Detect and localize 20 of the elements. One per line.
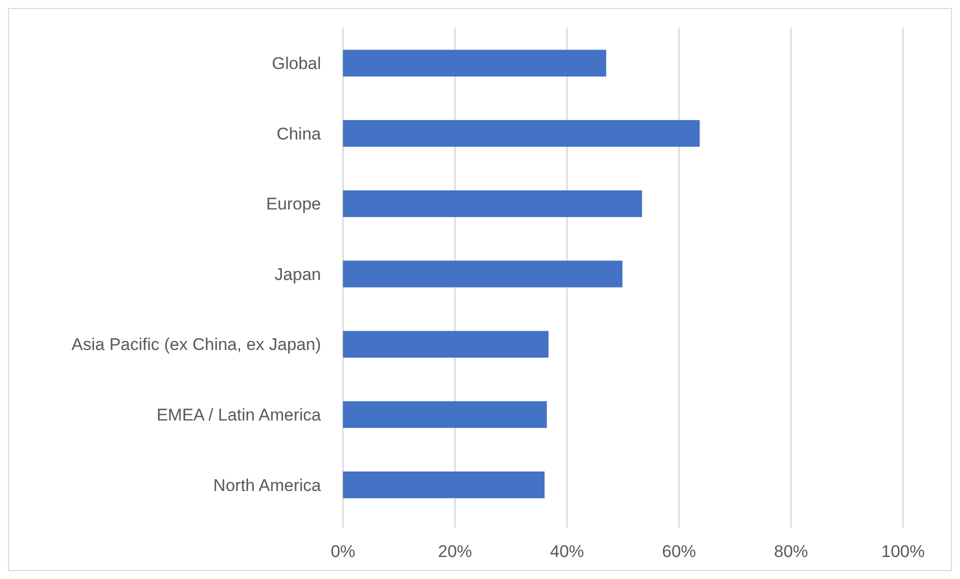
x-tick-label: 40%: [550, 542, 584, 561]
bar: [343, 401, 547, 428]
y-tick-label: North America: [213, 476, 322, 495]
x-tick-label: 0%: [330, 542, 356, 561]
bar: [343, 120, 700, 147]
bar: [343, 260, 622, 288]
bar: [343, 190, 642, 218]
bar: [343, 330, 549, 358]
x-tick-label: 20%: [438, 542, 472, 561]
bar: [343, 472, 545, 498]
x-tick-label: 100%: [881, 542, 925, 561]
y-tick-label: EMEA / Latin America: [156, 406, 322, 425]
y-tick-label: Global: [272, 54, 321, 74]
bar: [343, 50, 606, 76]
x-tick-label: 60%: [662, 542, 696, 561]
y-tick-label: Asia Pacific (ex China, ex Japan): [72, 335, 321, 354]
y-tick-label: China: [276, 124, 322, 144]
y-tick-label: Japan: [274, 264, 321, 284]
x-tick-label: 80%: [774, 542, 808, 561]
y-tick-label: Europe: [266, 194, 321, 214]
